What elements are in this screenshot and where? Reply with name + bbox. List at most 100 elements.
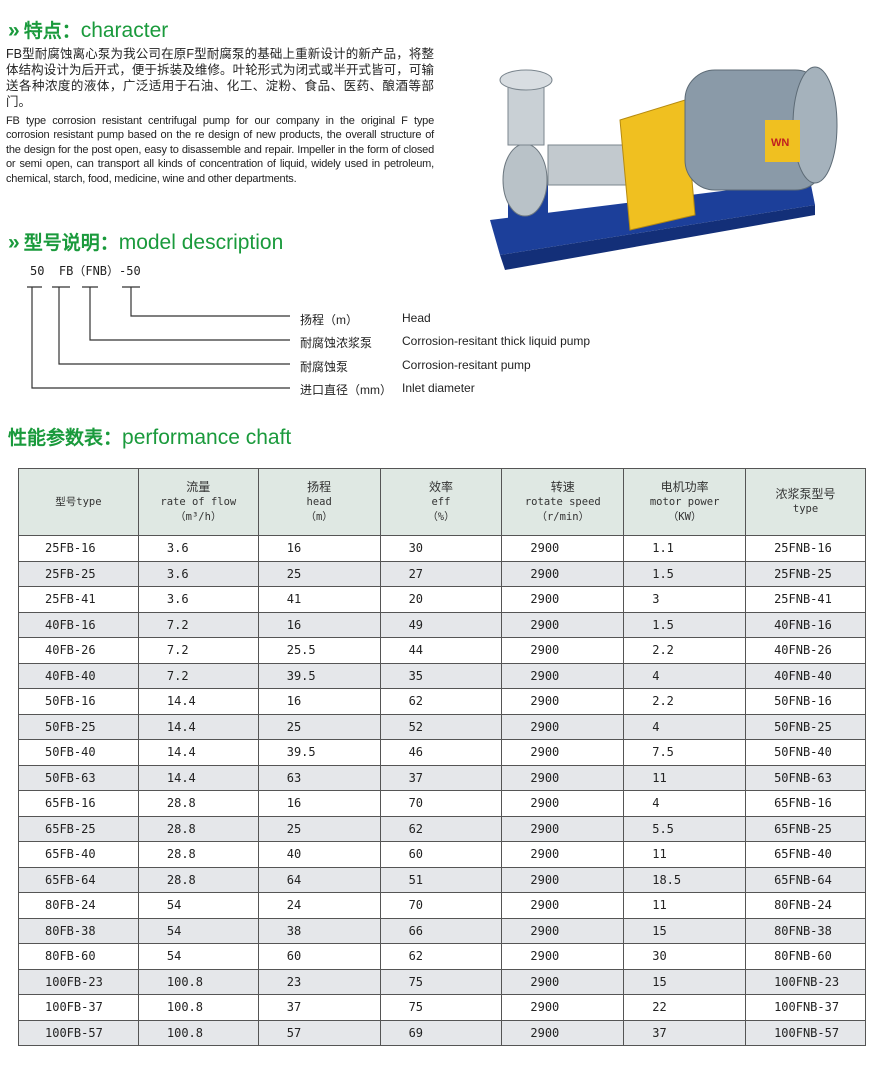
table-cell: 39.5 <box>257 662 381 689</box>
model-diagram-lines <box>27 286 290 389</box>
column-header-line: 扬程 <box>307 479 332 494</box>
column-header: 效率 eff （%） <box>379 468 503 536</box>
table-row: 25FB-16 3.6 16 30 2900 1.1 25FNB-16 <box>18 535 866 562</box>
table-cell: 20 <box>379 586 503 613</box>
table-cell: 65FB-40 <box>18 841 139 868</box>
table-cell: 2900 <box>501 662 625 689</box>
column-header-line: 转速 <box>550 479 575 494</box>
table-cell: 16 <box>257 535 381 562</box>
table-cell: 80FNB-38 <box>745 917 866 944</box>
table-cell: 66 <box>379 917 503 944</box>
table-cell: 100FB-37 <box>18 994 139 1021</box>
table-cell: 65FNB-16 <box>745 790 866 817</box>
table-cell: 28.8 <box>137 866 259 893</box>
double-chevron-icon: » <box>8 231 20 254</box>
table-cell: 4 <box>623 713 747 740</box>
table-cell: 3.6 <box>137 535 259 562</box>
table-cell: 1.5 <box>623 611 747 638</box>
column-header-line: 电机功率 <box>660 479 709 494</box>
table-cell: 30 <box>623 943 747 970</box>
table-cell: 37 <box>257 994 381 1021</box>
table-cell: 54 <box>137 943 259 970</box>
column-header: 浓浆泵型号 type <box>745 468 866 536</box>
table-cell: 80FB-24 <box>18 892 139 919</box>
table-cell: 69 <box>379 1019 503 1046</box>
table-cell: 80FB-60 <box>18 943 139 970</box>
table-row: 25FB-41 3.6 41 20 2900 3 25FNB-41 <box>18 586 866 613</box>
performance-table: 型号type 流量 rate of flow （m³/h） 扬程 head （m） 效率 eff… <box>18 468 866 1046</box>
table-cell: 65FB-64 <box>18 866 139 893</box>
column-header-line: （%） <box>427 510 455 523</box>
table-row: 65FB-16 28.8 16 70 2900 4 65FNB-16 <box>18 790 866 817</box>
table-cell: 37 <box>623 1019 747 1046</box>
table-cell: 38 <box>257 917 381 944</box>
table-cell: 35 <box>379 662 503 689</box>
column-header: 型号type <box>18 468 139 536</box>
table-cell: 100FB-23 <box>18 968 139 995</box>
table-cell: 50FNB-40 <box>745 739 866 766</box>
table-cell: 70 <box>379 892 503 919</box>
table-row: 65FB-25 28.8 25 62 2900 5.5 65FNB-25 <box>18 815 866 842</box>
table-cell: 25 <box>257 713 381 740</box>
table-row: 65FB-40 28.8 40 60 2900 11 65FNB-40 <box>18 841 866 868</box>
character-text-zh: FB型耐腐蚀离心泵为我公司在原F型耐腐泵的基础上重新设计的新产品，将整体结构设计… <box>6 47 434 109</box>
table-cell: 2900 <box>501 560 625 587</box>
column-header: 电机功率 motor power （KW） <box>623 468 747 536</box>
table-cell: 54 <box>137 917 259 944</box>
table-cell: 23 <box>257 968 381 995</box>
table-cell: 18.5 <box>623 866 747 893</box>
table-cell: 40FNB-26 <box>745 637 866 664</box>
table-cell: 80FNB-24 <box>745 892 866 919</box>
column-header-line: （r/min） <box>536 510 590 523</box>
character-text-en: FB type corrosion resistant centrifugal … <box>6 115 434 185</box>
table-cell: 7.2 <box>137 611 259 638</box>
table-cell: 2900 <box>501 892 625 919</box>
table-cell: 2900 <box>501 739 625 766</box>
column-header: 扬程 head （m） <box>257 468 381 536</box>
table-cell: 2900 <box>501 637 625 664</box>
table-cell: 2900 <box>501 586 625 613</box>
table-row: 65FB-64 28.8 64 51 2900 18.5 65FNB-64 <box>18 866 866 893</box>
table-cell: 4 <box>623 790 747 817</box>
table-cell: 3 <box>623 586 747 613</box>
table-cell: 39.5 <box>257 739 381 766</box>
column-header-line: rotate speed <box>524 495 601 508</box>
table-cell: 100.8 <box>137 968 259 995</box>
table-cell: 65FNB-64 <box>745 866 866 893</box>
table-cell: 2900 <box>501 535 625 562</box>
table-cell: 100.8 <box>137 1019 259 1046</box>
table-cell: 2900 <box>501 611 625 638</box>
table-row: 50FB-25 14.4 25 52 2900 4 50FNB-25 <box>18 713 866 740</box>
table-cell: 2900 <box>501 841 625 868</box>
table-cell: 50FB-25 <box>18 713 139 740</box>
model-item-zh: 进口直径（mm） <box>300 383 392 397</box>
table-cell: 2900 <box>501 1019 625 1046</box>
table-cell: 15 <box>623 917 747 944</box>
table-cell: 37 <box>379 764 503 791</box>
table-cell: 25FNB-16 <box>745 535 866 562</box>
column-header-line: 效率 <box>428 479 453 494</box>
table-cell: 25.5 <box>257 637 381 664</box>
table-cell: 27 <box>379 560 503 587</box>
table-cell: 28.8 <box>137 841 259 868</box>
table-cell: 4 <box>623 662 747 689</box>
table-cell: 60 <box>379 841 503 868</box>
table-cell: 14.4 <box>137 688 259 715</box>
table-cell: 22 <box>623 994 747 1021</box>
table-cell: 25FB-25 <box>18 560 139 587</box>
table-cell: 40FB-26 <box>18 637 139 664</box>
table-cell: 44 <box>379 637 503 664</box>
table-cell: 2900 <box>501 790 625 817</box>
table-cell: 40FNB-16 <box>745 611 866 638</box>
table-cell: 50FB-40 <box>18 739 139 766</box>
column-header-line: （m³/h） <box>175 510 222 523</box>
double-chevron-icon: » <box>8 19 20 42</box>
table-cell: 46 <box>379 739 503 766</box>
model-item-zh: 耐腐蚀泵 <box>300 360 349 374</box>
column-header-line: rate of flow <box>160 495 237 508</box>
table-cell: 62 <box>379 688 503 715</box>
table-cell: 100FB-57 <box>18 1019 139 1046</box>
table-cell: 11 <box>623 892 747 919</box>
column-header-line: motor power <box>649 495 720 508</box>
table-row: 40FB-40 7.2 39.5 35 2900 4 40FNB-40 <box>18 662 866 689</box>
